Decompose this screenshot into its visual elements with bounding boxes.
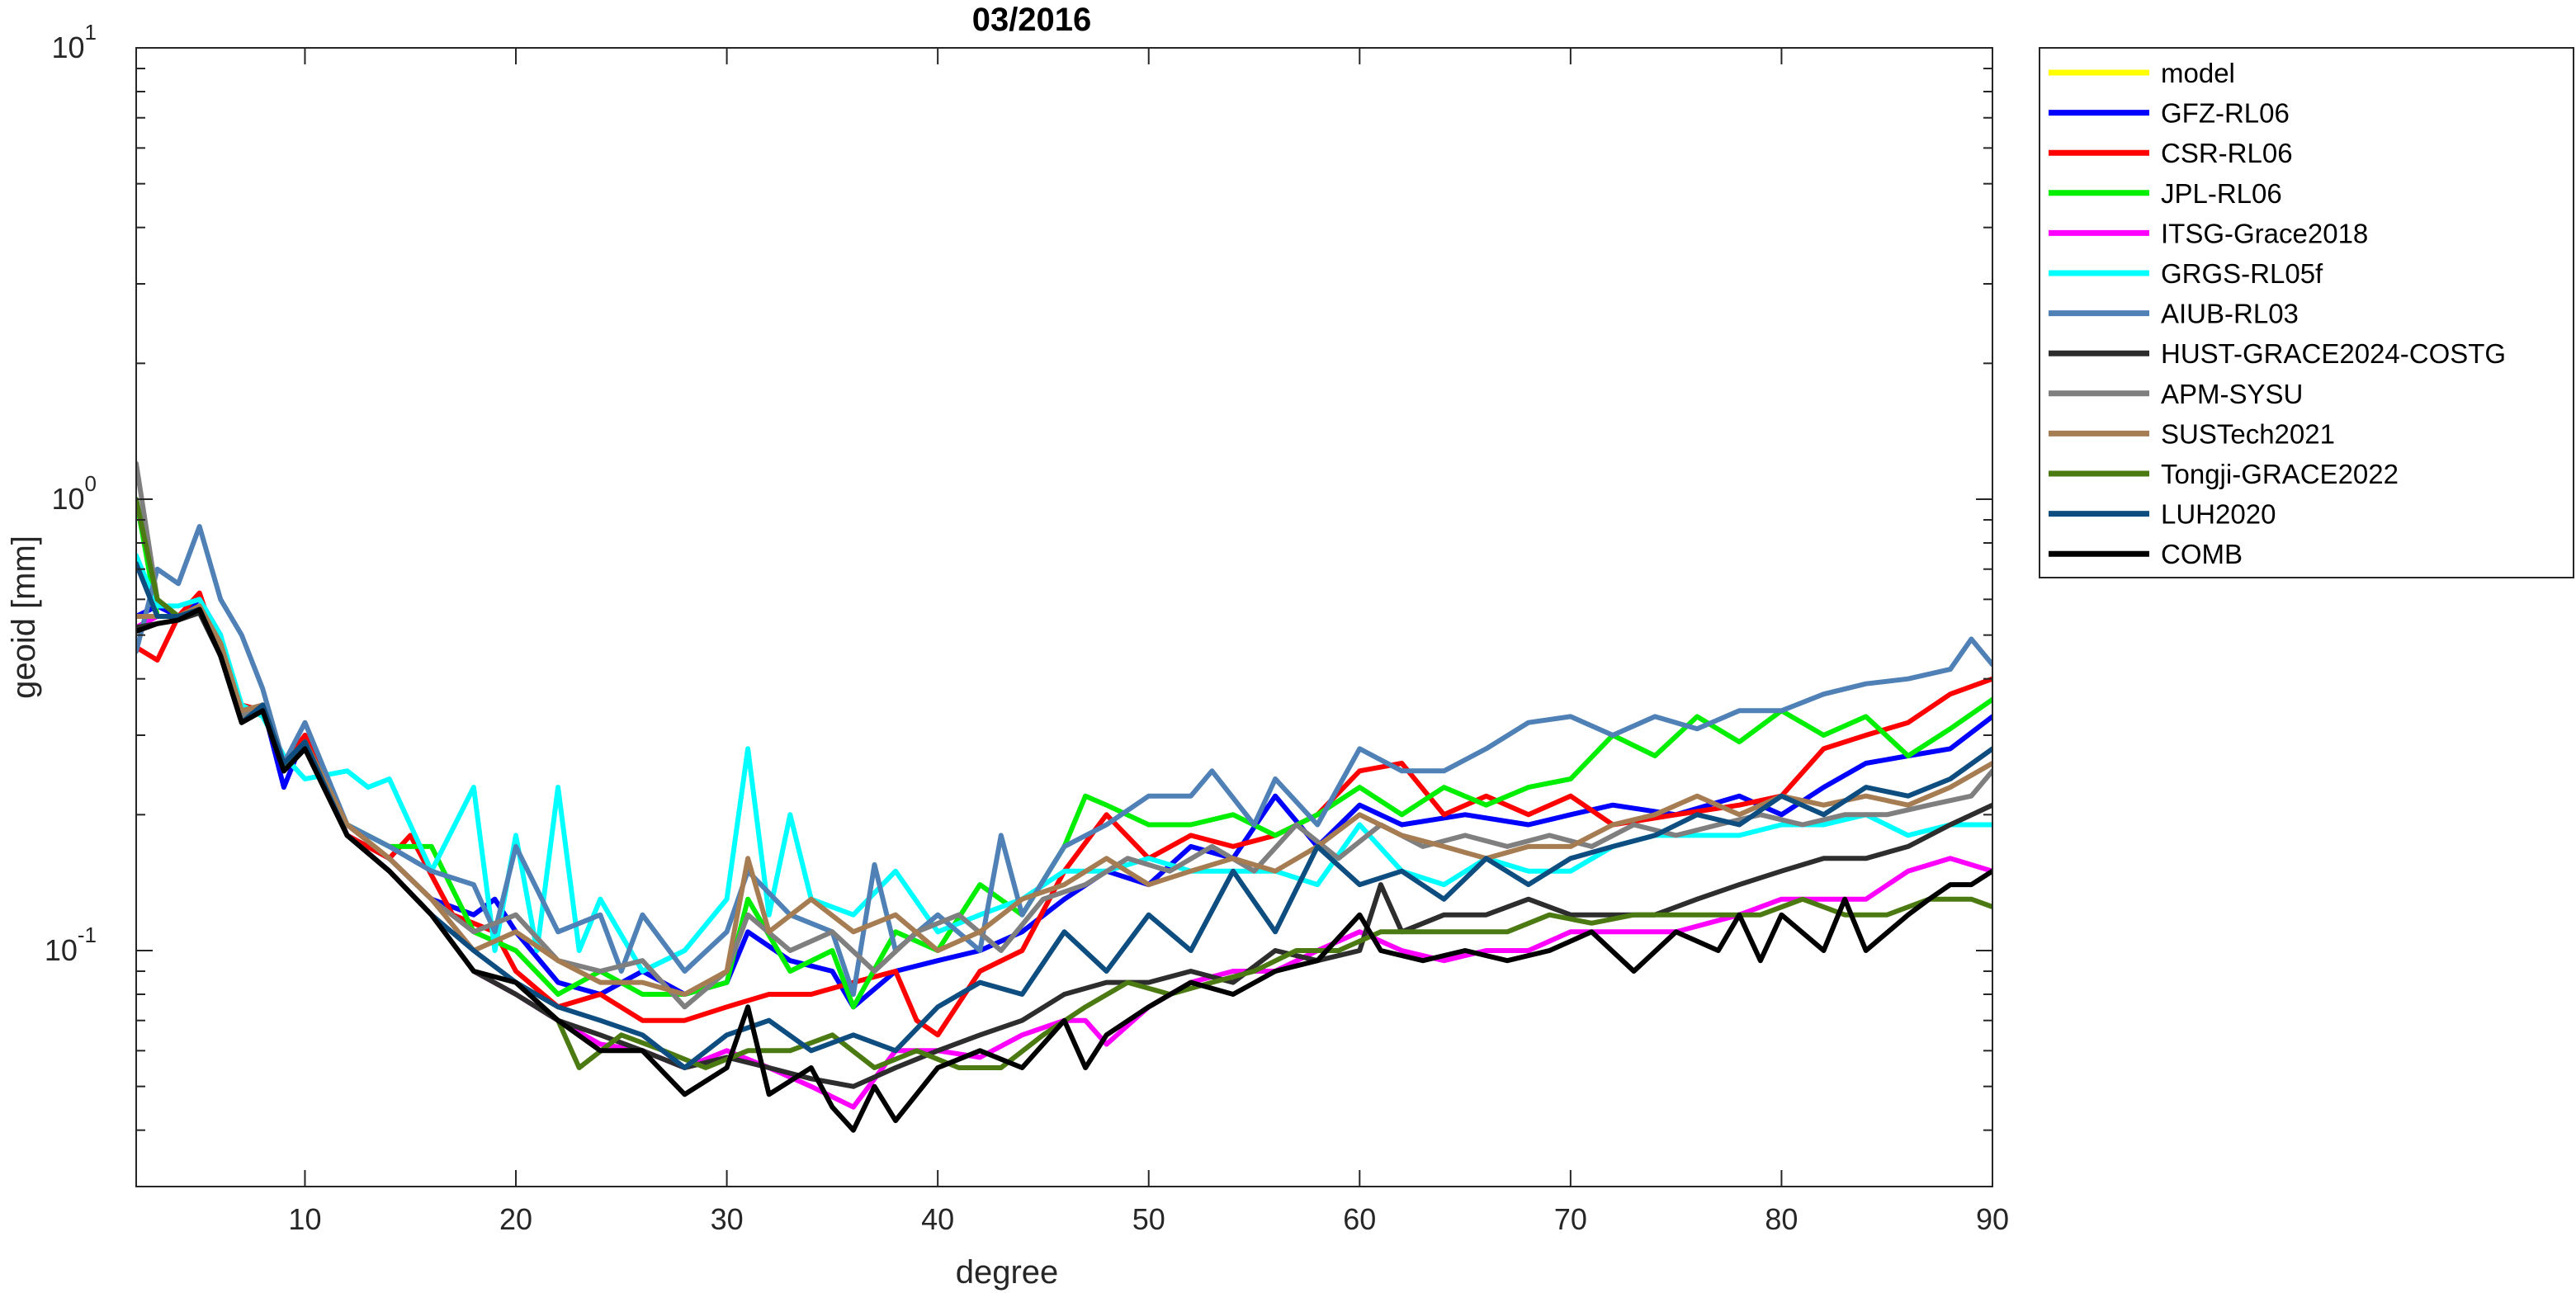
chart-title: 03/2016: [972, 2, 1092, 38]
y-tick-label: 100: [51, 471, 97, 516]
legend-label-comb: COMB: [2161, 539, 2243, 569]
legend-label-gfz-rl06: GFZ-RL06: [2161, 98, 2290, 129]
legend-label-csr-rl06: CSR-RL06: [2161, 138, 2293, 168]
legend-label-itsg-grace2018: ITSG-Grace2018: [2161, 218, 2368, 248]
legend-label-model: model: [2161, 58, 2235, 88]
series-line-luh2020: [136, 561, 1992, 1070]
legend-label-tongji-grace2022: Tongji-GRACE2022: [2161, 459, 2399, 489]
x-tick-label: 20: [499, 1202, 532, 1236]
legend-label-jpl-rl06: JPL-RL06: [2161, 178, 2282, 209]
x-tick-label: 90: [1976, 1202, 2009, 1236]
x-tick-label: 40: [921, 1202, 954, 1236]
series-lines: [136, 460, 1992, 1133]
legend-label-apm-sysu: APM-SYSU: [2161, 379, 2303, 409]
y-tick-exponent: 1: [85, 20, 97, 45]
x-tick-label: 80: [1765, 1202, 1798, 1236]
y-tick-exponent: 0: [85, 471, 97, 496]
legend-label-luh2020: LUH2020: [2161, 499, 2276, 530]
y-tick-exponent: -1: [78, 923, 97, 947]
legend-label-sustech2021: SUSTech2021: [2161, 418, 2335, 449]
legend: model GFZ-RL06 CSR-RL06 JPL-RL06 ITSG-Grace2…: [2039, 47, 2574, 578]
x-tick-label: 30: [711, 1202, 744, 1236]
x-axis-label: degree: [956, 1254, 1059, 1291]
x-tick-label: 10: [288, 1202, 321, 1236]
x-tick-label: 50: [1132, 1202, 1165, 1236]
x-tick-label: 60: [1343, 1202, 1376, 1236]
series-line-comb: [136, 606, 1992, 1133]
y-tick-label: 101: [51, 20, 97, 64]
x-tick-label: 70: [1554, 1202, 1587, 1236]
legend-label-aiub-rl03: AIUB-RL03: [2161, 299, 2299, 329]
legend-label-grgs-rl05f: GRGS-RL05f: [2161, 258, 2323, 289]
y-tick-label: 10-1: [45, 923, 97, 967]
y-axis-label: geoid [mm]: [6, 536, 42, 699]
plot-frame: [135, 47, 1993, 1187]
y-tick-base: 10: [51, 482, 84, 516]
y-tick-base: 10: [45, 933, 78, 967]
legend-label-hust-grace2024-costg: HUST-GRACE2024-COSTG: [2161, 338, 2506, 369]
y-tick-base: 10: [51, 31, 84, 64]
